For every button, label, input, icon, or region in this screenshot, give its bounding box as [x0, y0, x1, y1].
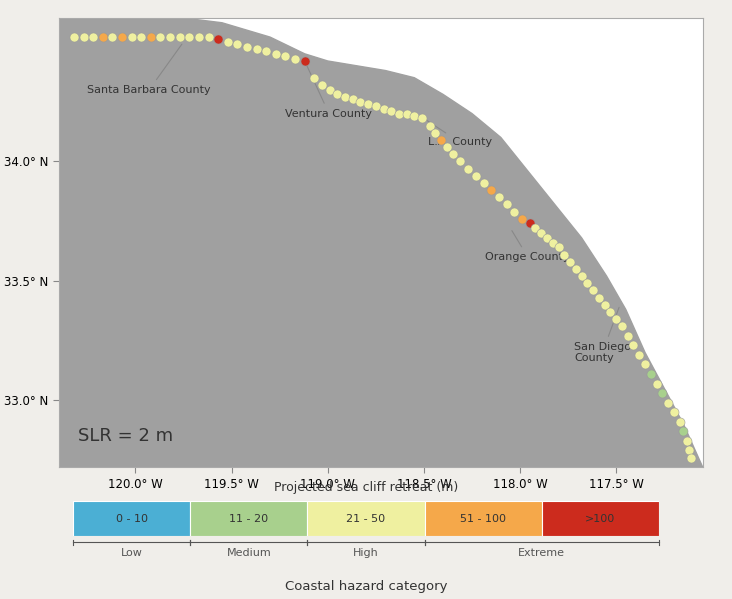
- Bar: [307, 501, 425, 536]
- Text: Medium: Medium: [226, 548, 272, 558]
- Text: Santa Barbara County: Santa Barbara County: [87, 44, 211, 95]
- Bar: [542, 501, 659, 536]
- Polygon shape: [401, 276, 447, 310]
- Polygon shape: [74, 140, 139, 171]
- Text: Extreme: Extreme: [518, 548, 565, 558]
- Text: San Diego
County: San Diego County: [574, 307, 631, 364]
- Polygon shape: [420, 424, 478, 460]
- Text: 11 - 20: 11 - 20: [229, 514, 269, 524]
- Text: 51 - 100: 51 - 100: [460, 514, 506, 524]
- Text: 0 - 10: 0 - 10: [116, 514, 148, 524]
- Text: High: High: [353, 548, 379, 558]
- Text: SLR = 2 m: SLR = 2 m: [78, 427, 173, 445]
- Polygon shape: [247, 142, 293, 164]
- Text: Low: Low: [121, 548, 143, 558]
- Text: Ventura County: Ventura County: [285, 63, 373, 119]
- Bar: [190, 501, 307, 536]
- Text: L.A. County: L.A. County: [422, 117, 492, 147]
- Text: Coastal hazard category: Coastal hazard category: [285, 580, 447, 593]
- Polygon shape: [159, 137, 231, 168]
- Text: Projected sea cliff retreat (m): Projected sea cliff retreat (m): [274, 481, 458, 494]
- Bar: [73, 501, 190, 536]
- Polygon shape: [59, 18, 703, 467]
- Text: 21 - 50: 21 - 50: [346, 514, 386, 524]
- Text: Orange County: Orange County: [485, 231, 570, 262]
- Text: >100: >100: [585, 514, 616, 524]
- Bar: [425, 501, 542, 536]
